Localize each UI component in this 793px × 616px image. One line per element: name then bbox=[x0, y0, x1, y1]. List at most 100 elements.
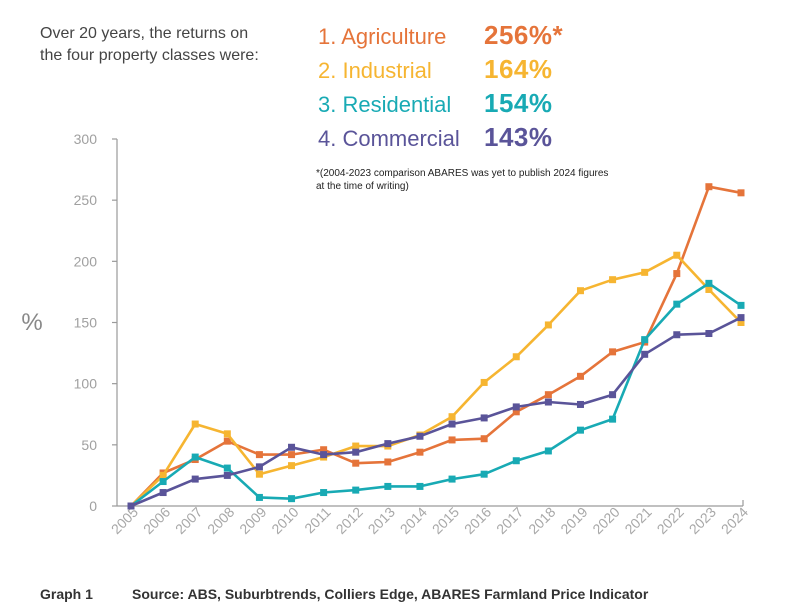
data-point-agriculture-2022 bbox=[673, 270, 681, 278]
data-point-agriculture-2016 bbox=[480, 435, 488, 443]
data-point-commercial-2005 bbox=[127, 502, 135, 510]
legend-value-industrial: 164% bbox=[484, 54, 553, 84]
data-point-industrial-2015 bbox=[448, 413, 456, 421]
data-point-industrial-2017 bbox=[512, 353, 520, 361]
data-point-residential-2014 bbox=[416, 482, 424, 490]
data-point-residential-2016 bbox=[480, 470, 488, 478]
data-point-commercial-2020 bbox=[609, 391, 617, 399]
x-tick-label-2020: 2020 bbox=[589, 504, 622, 537]
x-tick-label-2023: 2023 bbox=[686, 504, 719, 537]
x-tick-label-2019: 2019 bbox=[557, 504, 590, 537]
data-point-residential-2024 bbox=[737, 301, 745, 309]
data-point-commercial-2021 bbox=[641, 350, 649, 358]
data-point-residential-2020 bbox=[609, 415, 617, 423]
data-point-agriculture-2013 bbox=[384, 458, 392, 466]
graph-label: Graph 1 bbox=[40, 586, 93, 602]
data-point-agriculture-2020 bbox=[609, 348, 617, 356]
legend-item-commercial: 4. Commercial 143% bbox=[318, 122, 563, 156]
data-point-agriculture-2010 bbox=[288, 451, 296, 459]
data-point-commercial-2013 bbox=[384, 440, 392, 448]
x-tick-label-2017: 2017 bbox=[493, 504, 526, 537]
data-point-residential-2011 bbox=[320, 489, 328, 497]
legend-item-residential: 3. Residential 154% bbox=[318, 88, 563, 122]
data-point-commercial-2018 bbox=[544, 398, 552, 406]
data-point-residential-2017 bbox=[512, 457, 520, 465]
series-line-industrial bbox=[130, 253, 742, 507]
data-point-residential-2010 bbox=[288, 495, 296, 503]
y-tick-label-150: 150 bbox=[74, 315, 98, 331]
x-tick-label-2016: 2016 bbox=[461, 504, 494, 537]
data-point-industrial-2016 bbox=[480, 378, 488, 386]
series-line-residential bbox=[130, 282, 742, 508]
x-tick-label-2009: 2009 bbox=[236, 504, 269, 537]
data-point-commercial-2023 bbox=[705, 330, 713, 338]
footnote: *(2004-2023 comparison ABARES was yet to… bbox=[316, 168, 609, 192]
data-point-industrial-2022 bbox=[673, 251, 681, 259]
legend-label-agriculture: 1. Agriculture bbox=[318, 24, 447, 49]
data-point-industrial-2019 bbox=[576, 287, 584, 295]
data-point-agriculture-2023 bbox=[705, 183, 713, 191]
x-tick-label-2011: 2011 bbox=[301, 504, 334, 537]
x-tick-label-2008: 2008 bbox=[204, 504, 237, 537]
data-point-agriculture-2019 bbox=[576, 372, 584, 380]
legend-label-industrial: 2. Industrial bbox=[318, 58, 432, 83]
data-point-industrial-2008 bbox=[223, 430, 231, 438]
legend-item-industrial: 2. Industrial 164% bbox=[318, 54, 563, 88]
data-point-agriculture-2014 bbox=[416, 448, 424, 456]
y-tick-label-200: 200 bbox=[74, 253, 98, 269]
data-point-agriculture-2024 bbox=[737, 189, 745, 197]
data-point-residential-2006 bbox=[159, 478, 167, 486]
y-tick-label-0: 0 bbox=[89, 498, 97, 514]
data-point-residential-2013 bbox=[384, 482, 392, 490]
legend-label-residential: 3. Residential bbox=[318, 92, 452, 117]
y-tick-label-300: 300 bbox=[74, 131, 98, 147]
data-point-commercial-2016 bbox=[480, 414, 488, 422]
footer: Graph 1 Source: ABS, Suburbtrends, Colli… bbox=[40, 586, 648, 602]
x-tick-label-2014: 2014 bbox=[397, 504, 430, 537]
data-point-agriculture-2012 bbox=[352, 459, 360, 467]
x-tick-label-2024: 2024 bbox=[718, 504, 751, 537]
data-point-commercial-2024 bbox=[737, 314, 745, 322]
data-point-industrial-2006 bbox=[159, 471, 167, 479]
data-point-residential-2009 bbox=[255, 493, 263, 501]
data-point-residential-2015 bbox=[448, 475, 456, 483]
x-tick-label-2015: 2015 bbox=[429, 504, 462, 537]
legend-value-commercial: 143% bbox=[484, 122, 553, 152]
x-tick-label-2021: 2021 bbox=[621, 504, 654, 537]
data-point-agriculture-2018 bbox=[544, 391, 552, 399]
data-point-commercial-2011 bbox=[320, 451, 328, 459]
x-tick-label-2018: 2018 bbox=[525, 504, 558, 537]
data-point-residential-2007 bbox=[191, 453, 199, 461]
data-point-industrial-2021 bbox=[641, 268, 649, 276]
legend: 1. Agriculture 256%* 2. Industrial 164% … bbox=[318, 20, 563, 156]
data-point-industrial-2020 bbox=[609, 276, 617, 284]
data-point-commercial-2012 bbox=[352, 448, 360, 456]
x-tick-label-2013: 2013 bbox=[365, 504, 398, 537]
x-tick-label-2022: 2022 bbox=[654, 504, 687, 537]
data-point-agriculture-2015 bbox=[448, 436, 456, 444]
data-point-agriculture-2008 bbox=[223, 437, 231, 445]
data-point-industrial-2023 bbox=[705, 285, 713, 293]
y-tick-label-250: 250 bbox=[74, 192, 98, 208]
data-point-industrial-2010 bbox=[288, 462, 296, 470]
data-point-agriculture-2009 bbox=[255, 451, 263, 459]
data-point-industrial-2018 bbox=[544, 321, 552, 329]
data-point-residential-2021 bbox=[641, 336, 649, 344]
data-point-commercial-2017 bbox=[512, 403, 520, 411]
source-text: Source: ABS, Suburbtrends, Colliers Edge… bbox=[132, 586, 649, 602]
x-tick-label-2012: 2012 bbox=[333, 504, 366, 537]
data-point-commercial-2015 bbox=[448, 420, 456, 428]
data-point-commercial-2010 bbox=[288, 443, 296, 451]
legend-item-agriculture: 1. Agriculture 256%* bbox=[318, 20, 563, 54]
data-point-residential-2023 bbox=[705, 279, 713, 287]
data-point-industrial-2012 bbox=[352, 442, 360, 450]
y-tick-label-50: 50 bbox=[81, 437, 97, 453]
data-point-residential-2022 bbox=[673, 300, 681, 308]
data-point-commercial-2007 bbox=[191, 475, 199, 483]
data-point-commercial-2019 bbox=[576, 400, 584, 408]
data-point-commercial-2014 bbox=[416, 432, 424, 440]
data-point-residential-2019 bbox=[576, 426, 584, 434]
data-point-residential-2008 bbox=[223, 464, 231, 472]
y-tick-label-100: 100 bbox=[74, 376, 98, 392]
